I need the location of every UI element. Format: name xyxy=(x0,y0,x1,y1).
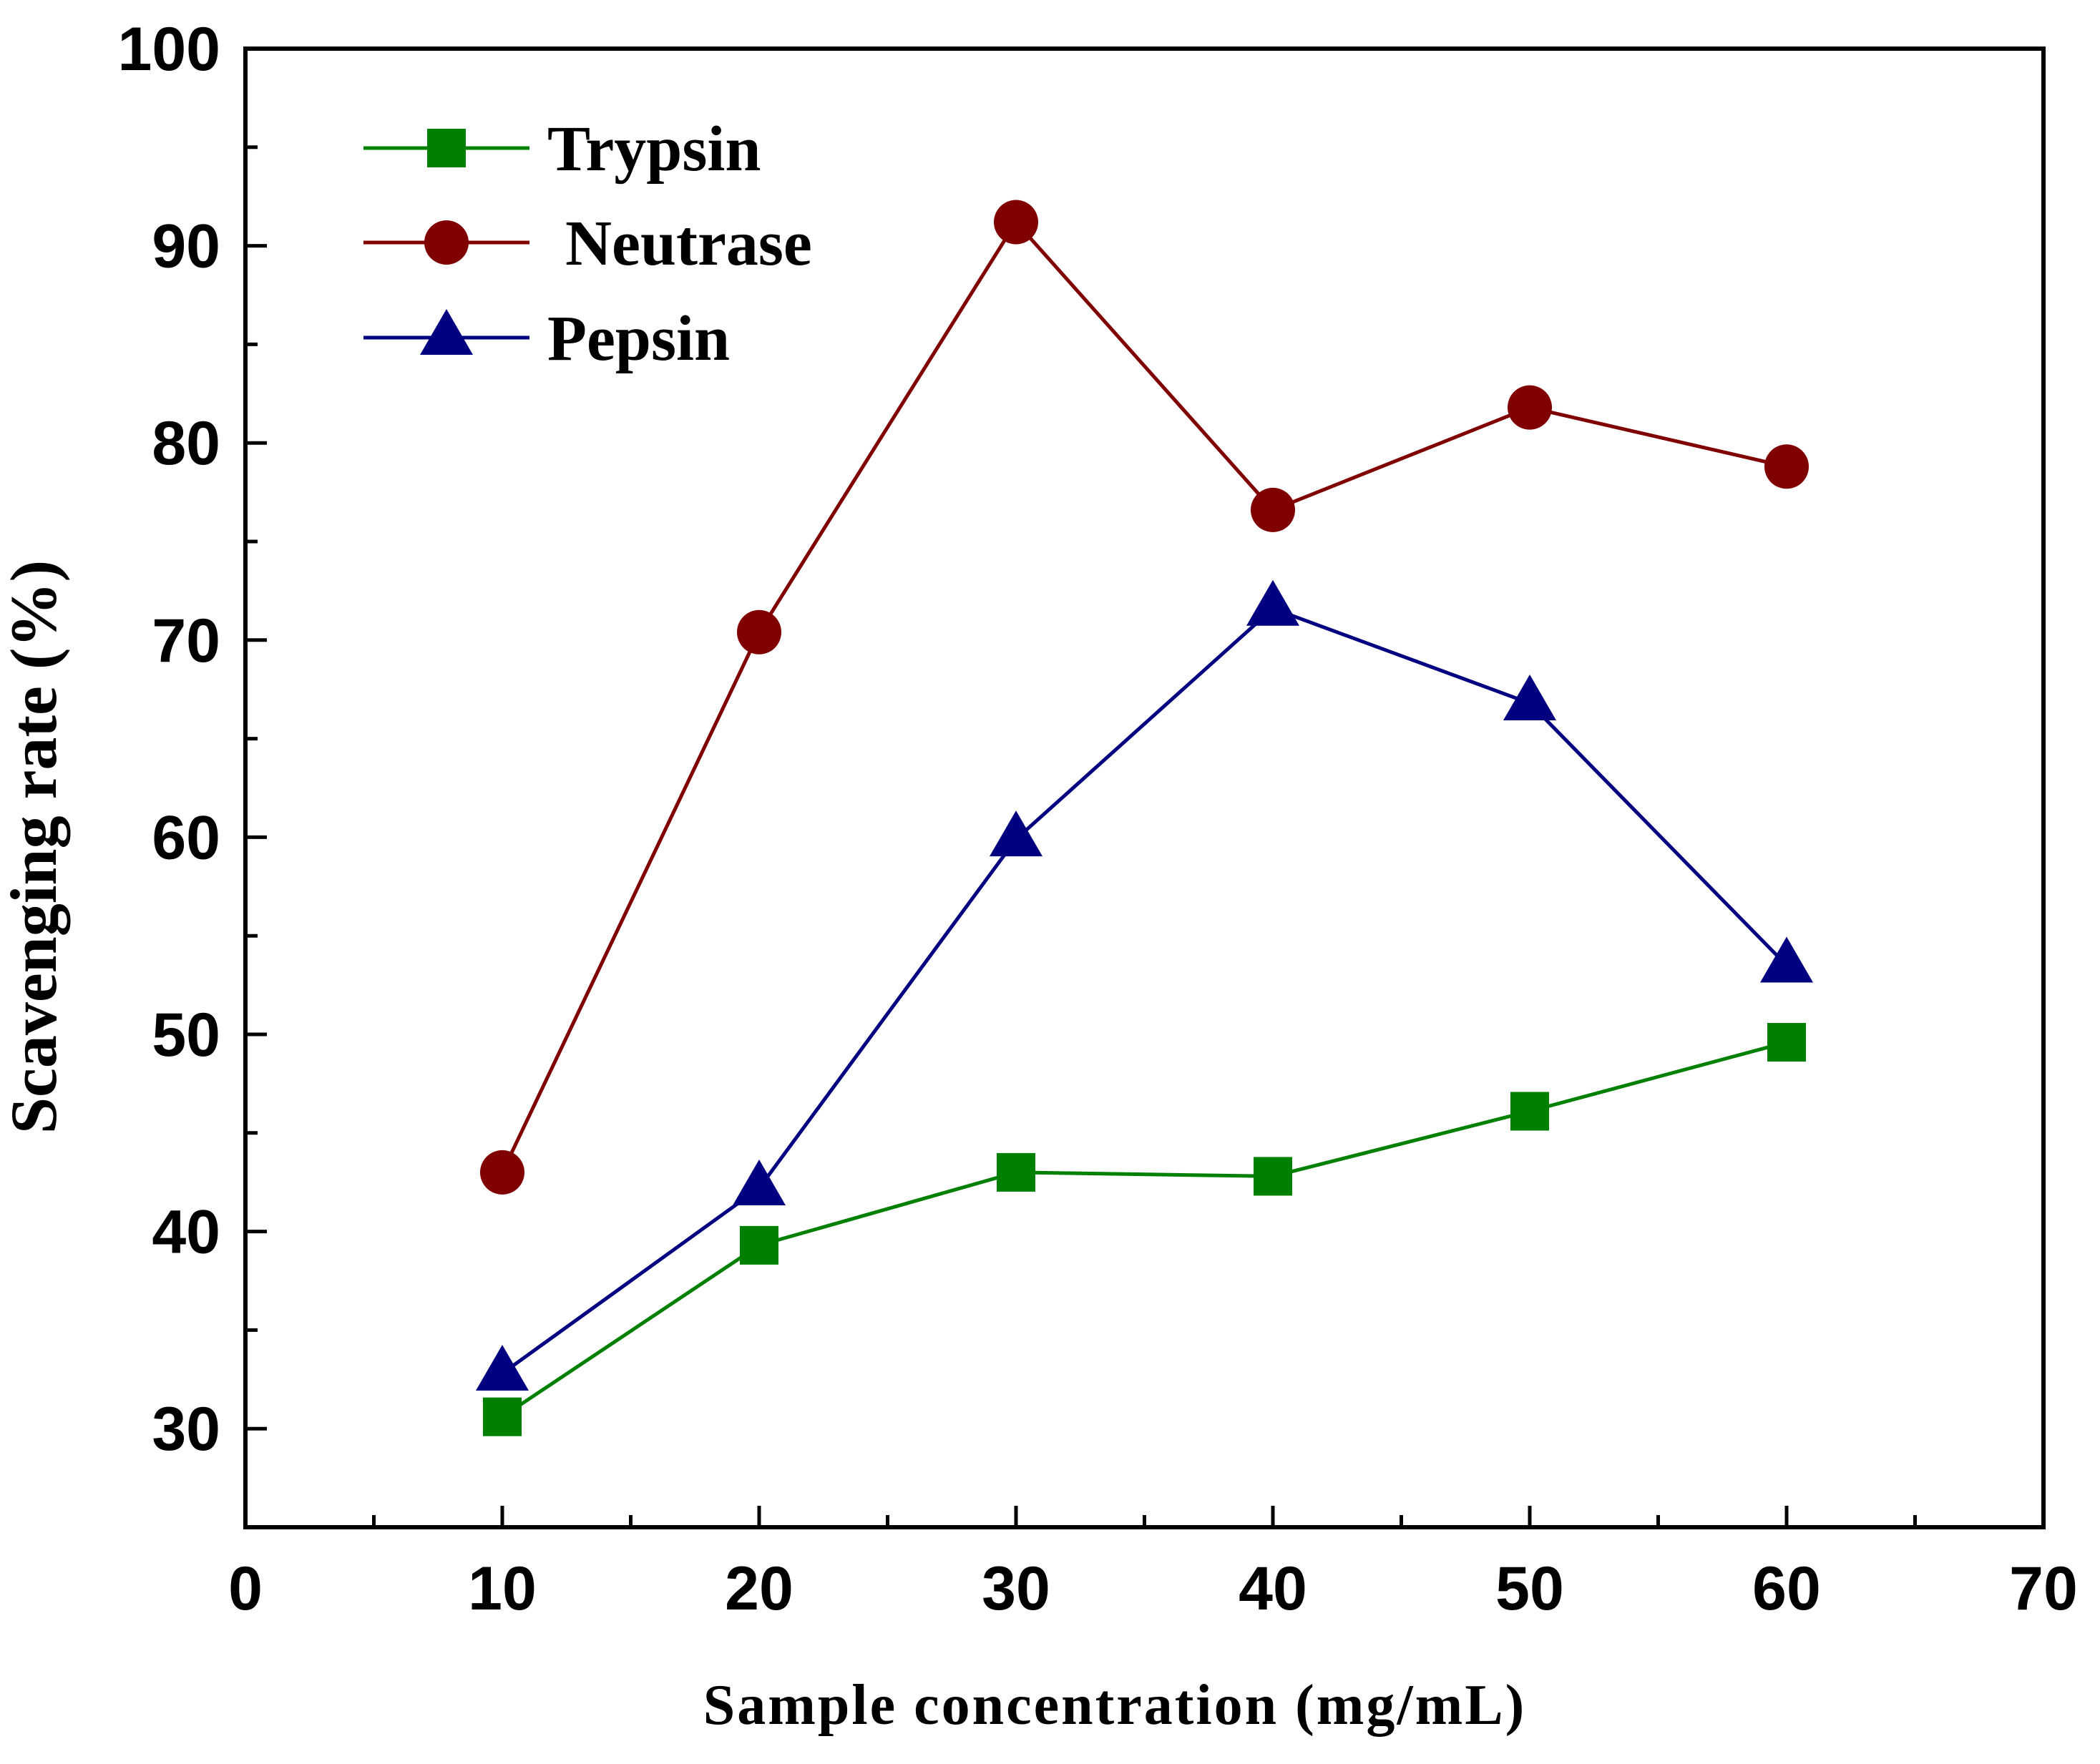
legend-label-pepsin: Pepsin xyxy=(547,303,730,374)
series-layer xyxy=(476,200,1813,1436)
legend-marker-trypsin xyxy=(427,129,466,167)
data-point-trypsin xyxy=(483,1397,522,1436)
data-point-pepsin xyxy=(1503,674,1556,720)
legend-label-neutrase: Neutrase xyxy=(565,208,812,279)
data-point-trypsin xyxy=(1510,1092,1549,1131)
series-line-pepsin xyxy=(501,606,1788,1376)
legend: Trypsin Neutrase Pepsin xyxy=(363,114,812,374)
y-tick-label: 30 xyxy=(152,1395,220,1464)
legend-marker-neutrase xyxy=(424,220,469,265)
x-tick-label: 40 xyxy=(1239,1554,1307,1623)
x-tick-label: 50 xyxy=(1495,1554,1564,1623)
legend-label-trypsin: Trypsin xyxy=(547,114,761,185)
data-point-pepsin xyxy=(1246,579,1299,626)
x-tick-label: 60 xyxy=(1752,1554,1821,1623)
x-tick-label: 30 xyxy=(982,1554,1050,1623)
series-line-neutrase xyxy=(500,219,1787,1173)
data-point-trypsin xyxy=(740,1225,778,1265)
data-point-neutrase xyxy=(480,1150,524,1195)
y-tick-label: 40 xyxy=(152,1198,220,1267)
x-tick-label: 0 xyxy=(228,1554,263,1623)
x-tick-label: 10 xyxy=(468,1554,537,1623)
x-tick-label: 70 xyxy=(2009,1554,2078,1623)
y-tick-label: 50 xyxy=(152,1001,220,1069)
legend-marker-pepsin xyxy=(420,309,473,355)
y-axis-title: Scavenging rate (%) xyxy=(0,560,70,1134)
data-point-pepsin xyxy=(990,810,1042,857)
data-point-pepsin xyxy=(476,1345,529,1391)
y-tick-label: 80 xyxy=(152,409,220,478)
data-point-trypsin xyxy=(1254,1157,1292,1196)
y-tick-label: 100 xyxy=(118,15,221,84)
data-point-trypsin xyxy=(997,1152,1035,1192)
data-point-neutrase xyxy=(737,609,781,655)
x-tick-label: 20 xyxy=(725,1554,793,1623)
data-point-pepsin xyxy=(733,1159,786,1205)
data-point-trypsin xyxy=(1767,1023,1806,1062)
data-point-neutrase xyxy=(1251,487,1295,532)
data-point-neutrase xyxy=(1764,444,1809,489)
series-line-trypsin xyxy=(501,1040,1787,1418)
data-point-pepsin xyxy=(1760,936,1813,983)
axes-layer: 0 10 20 30 40 50 60 70 30 40 50 60 70 80 90 100 xyxy=(118,15,2078,1623)
y-tick-label: 70 xyxy=(152,607,220,675)
data-point-neutrase xyxy=(1508,385,1552,430)
y-tick-label: 90 xyxy=(152,212,220,281)
y-tick-label: 60 xyxy=(152,803,220,872)
x-axis-title: Sample concentration (mg/mL) xyxy=(703,1674,1527,1737)
data-point-neutrase xyxy=(994,200,1038,245)
